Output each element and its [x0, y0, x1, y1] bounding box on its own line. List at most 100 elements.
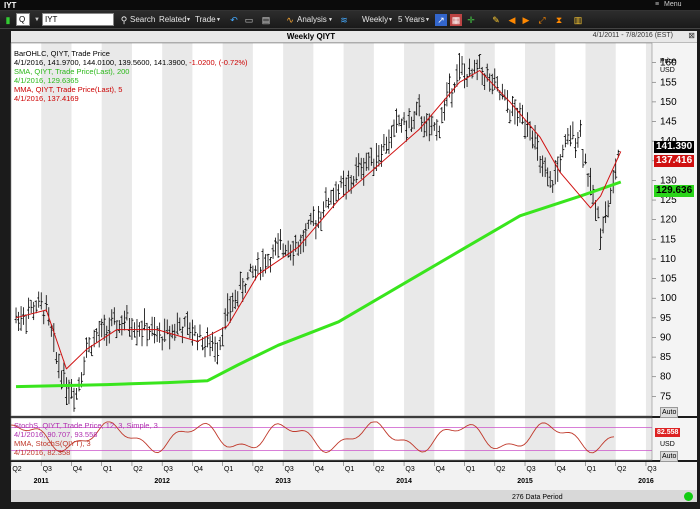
status-dot-icon — [684, 492, 693, 501]
undo-icon[interactable]: ↶ — [230, 15, 238, 25]
print-icon[interactable]: ▭ — [244, 15, 254, 25]
quarter-tick-label: Q2 — [133, 466, 142, 473]
sma-legend-value: 4/1/2016, 129.6365 — [14, 76, 79, 85]
quarter-shade — [585, 418, 616, 460]
zoom-in-icon[interactable]: ⤢ — [538, 15, 546, 25]
compare-icon[interactable]: ▦ — [450, 14, 462, 26]
zoom-out-icon[interactable]: ⧗ — [555, 15, 563, 25]
price-auto-button[interactable]: Auto — [660, 407, 679, 418]
stoch-auto-button[interactable]: Auto — [660, 451, 679, 462]
quarter-tick-label: Q1 — [345, 466, 354, 473]
year-label: 2014 — [396, 478, 412, 485]
stoch-badge: 82.558 — [655, 428, 681, 437]
quarter-shade — [283, 43, 314, 416]
menu-icon[interactable]: ≡ — [655, 1, 660, 8]
quarter-tick-label: Q2 — [617, 466, 626, 473]
y-tick-label: 130 — [660, 175, 677, 186]
quarter-shade — [222, 43, 253, 416]
sma-200-line — [15, 180, 622, 389]
chevron-down-icon[interactable]: ▼ — [34, 17, 40, 23]
symbol-input[interactable]: IYT — [42, 13, 114, 26]
range-chevron-icon[interactable]: ▼ — [425, 17, 430, 23]
link-green-icon[interactable]: ▮ — [5, 15, 11, 25]
quarter-tick-label: Q4 — [73, 466, 82, 473]
year-label: 2011 — [34, 478, 49, 485]
stoch-line — [10, 421, 615, 454]
search-icon[interactable]: ⚲ — [120, 15, 128, 25]
stoch-mma-legend: MMA, StochS(QIYT), 3 — [14, 439, 91, 448]
analysis-chevron-icon[interactable]: ▼ — [328, 17, 333, 23]
y-tick-label: 85 — [660, 352, 672, 363]
quarter-tick-label: Q1 — [466, 466, 475, 473]
date-range: 4/1/2011 - 7/8/2016 (EST) — [592, 32, 673, 39]
crosshair-icon[interactable]: ✛ — [467, 15, 475, 25]
search-button[interactable]: Search — [130, 15, 156, 24]
sma-badge: 129.636 — [654, 185, 695, 197]
y-tick-label: 155 — [660, 77, 677, 88]
toolbar: ▮ Q ▼ IYT ⚲ Search Related ▼ Trade ▼ ↶ ▭… — [0, 11, 700, 29]
stoch-axis-unit: USD — [660, 441, 675, 448]
mma-legend: MMA, QIYT, Trade Price(Last), 5 — [14, 85, 123, 94]
quarter-tick-label: Q1 — [103, 466, 112, 473]
quarter-tick-label: Q4 — [436, 466, 445, 473]
period-select[interactable]: Weekly — [362, 15, 389, 24]
y-tick-label: 150 — [660, 97, 677, 108]
range-select[interactable]: 5 Years — [398, 15, 425, 24]
chart-title: Weekly QIYT — [286, 32, 336, 41]
quarter-shade — [101, 418, 132, 460]
stoch-panel-border — [10, 417, 653, 461]
quarter-tick-label: Q3 — [43, 466, 52, 473]
period-chevron-icon[interactable]: ▼ — [388, 17, 393, 23]
quarter-shade — [525, 43, 556, 416]
mma-5-line — [15, 70, 622, 370]
scroll-left-icon[interactable]: ◀ — [508, 15, 516, 25]
year-label: 2015 — [517, 478, 533, 485]
y-tick-label: 120 — [660, 215, 677, 226]
chart-type-icon[interactable]: ↗ — [435, 14, 447, 26]
related-menu[interactable]: Related — [159, 15, 187, 24]
price-panel-border — [10, 42, 653, 417]
window-titlebar: IYT ≡ Menu — [0, 0, 700, 11]
trade-chevron-icon[interactable]: ▼ — [216, 17, 221, 23]
analysis-icon[interactable]: ∿ — [286, 15, 294, 25]
quarter-tick-label: Q2 — [12, 466, 21, 473]
y-tick-label: 115 — [660, 234, 676, 245]
close-chart-icon[interactable]: ⊠ — [688, 31, 695, 40]
year-label: 2016 — [638, 478, 654, 485]
y-tick-label: 90 — [660, 332, 672, 343]
year-label: 2013 — [275, 478, 291, 485]
quarter-tick-label: Q4 — [194, 466, 203, 473]
trade-menu[interactable]: Trade — [195, 15, 216, 24]
quarter-shade — [101, 43, 132, 416]
y-tick-label: 105 — [660, 274, 677, 285]
quarter-tick-label: Q2 — [375, 466, 384, 473]
analysis-menu[interactable]: Analysis — [297, 15, 327, 24]
studies-icon[interactable]: ≋ — [340, 15, 348, 25]
y-tick-label: 75 — [660, 391, 672, 402]
quarter-shade — [464, 43, 495, 416]
related-chevron-icon[interactable]: ▼ — [186, 17, 191, 23]
symbol-mode-select[interactable]: Q — [16, 13, 30, 26]
window-title: IYT — [4, 1, 17, 10]
folder-icon[interactable]: ▤ — [261, 15, 271, 25]
scrollbar — [11, 490, 697, 502]
quarter-shade — [222, 418, 253, 460]
mma-badge: 137.416 — [654, 155, 695, 167]
draw-tool-icon[interactable]: ✎ — [492, 15, 500, 25]
quarter-tick-label: Q4 — [315, 466, 324, 473]
settings-icon[interactable]: ▥ — [573, 15, 583, 25]
scroll-right-icon[interactable]: ▶ — [522, 15, 530, 25]
menu-label[interactable]: Menu — [664, 1, 682, 8]
quarter-shade — [283, 418, 314, 460]
bar-legend: BarOHLC, QIYT, Trade Price — [14, 49, 110, 58]
quarter-shade — [343, 43, 374, 416]
mma-legend-value: 4/1/2016, 137.4169 — [14, 94, 79, 103]
stoch-mma-value: 4/1/2016, 82.358 — [14, 448, 71, 457]
y-tick-label: 145 — [660, 117, 677, 128]
quarter-shade — [645, 43, 652, 416]
y-tick-label: 95 — [660, 313, 672, 324]
quarter-tick-label: Q3 — [284, 466, 293, 473]
y-tick-label: 125 — [660, 195, 677, 206]
sma-legend: SMA, QIYT, Trade Price(Last), 200 — [14, 67, 130, 76]
